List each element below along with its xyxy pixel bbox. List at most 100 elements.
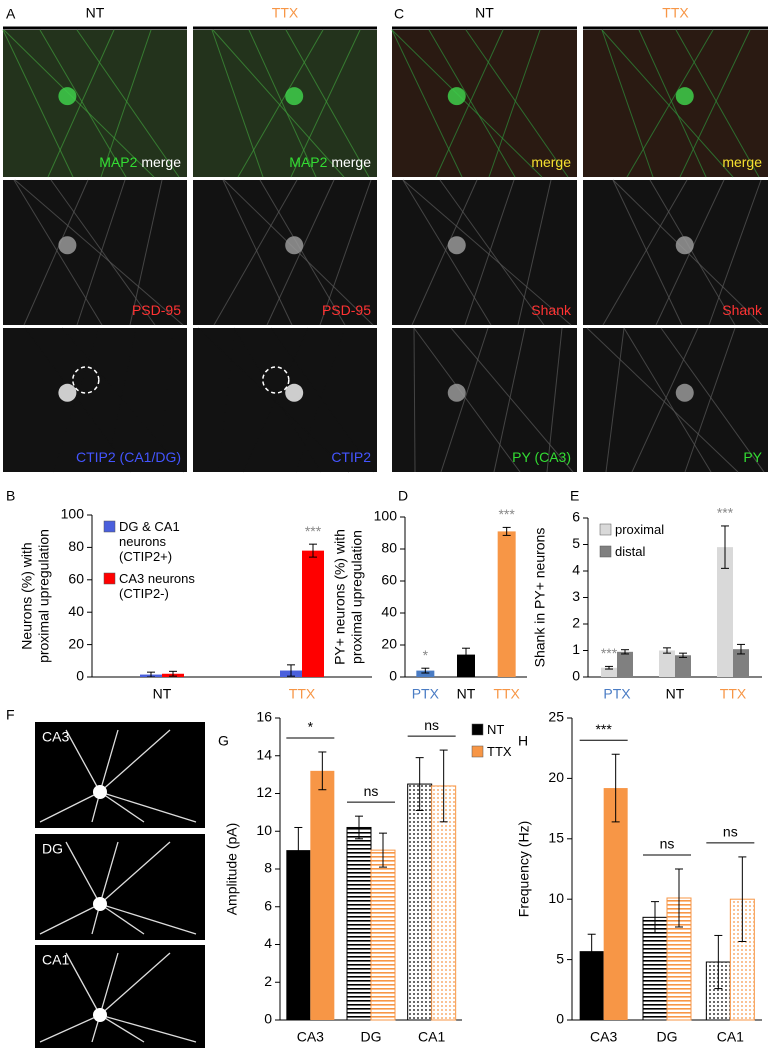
significance: ***: [305, 523, 322, 539]
neurite: [517, 179, 552, 326]
x-tick-label: TTX: [720, 686, 747, 702]
panel-letter: E: [570, 488, 579, 504]
micrograph-label: merge: [722, 154, 762, 170]
neurite: [464, 179, 515, 326]
neurite: [586, 327, 739, 473]
significance: ***: [601, 645, 618, 661]
neurite: [47, 29, 115, 178]
y-tick-label: 25: [548, 709, 564, 725]
x-tick-label: DG: [361, 1029, 382, 1045]
neurite: [2, 29, 74, 178]
micrograph: [193, 180, 377, 325]
y-tick-label: 8: [264, 860, 272, 876]
neurite: [52, 327, 100, 473]
y-tick-label: 14: [256, 746, 272, 762]
bar: [601, 667, 617, 677]
column-header: NT: [475, 5, 494, 21]
y-tick-label: 40: [381, 604, 397, 620]
dendrite: [65, 841, 101, 905]
neurite: [631, 327, 699, 473]
image-label: CA1: [42, 952, 69, 968]
significance: ***: [717, 505, 734, 521]
neurite: [602, 179, 688, 326]
neurite: [50, 179, 156, 326]
neurite: [684, 327, 736, 473]
y-tick-label: 100: [61, 506, 85, 522]
label-part: merge: [722, 154, 762, 170]
neurite: [76, 29, 180, 178]
neurite: [428, 29, 516, 178]
x-tick-label: NT: [153, 686, 172, 702]
micrograph-label: PY (CA3): [512, 449, 571, 465]
soma: [285, 236, 304, 255]
soma: [58, 87, 77, 106]
legend-label-box: distal: [615, 544, 645, 559]
neurite: [270, 327, 375, 473]
bar: [370, 849, 396, 1021]
label-part: merge: [331, 154, 371, 170]
dendrite: [99, 791, 145, 823]
x-tick-label: NT: [666, 686, 685, 702]
dendrite: [99, 903, 197, 935]
dendrite: [99, 1014, 145, 1043]
micrograph-label: CTIP2: [331, 449, 371, 465]
neurite: [259, 179, 346, 326]
neurite: [493, 327, 526, 473]
neurite: [129, 179, 163, 326]
neurite: [222, 179, 293, 326]
legend-swatch: [599, 545, 612, 558]
y-tick-label: 5: [556, 950, 564, 966]
neurite: [197, 327, 350, 473]
panel-letter: G: [218, 733, 229, 749]
legend-swatch: [471, 745, 484, 758]
micrograph-label: MAP2 merge: [289, 154, 371, 170]
x-tick-label: CA3: [590, 1029, 617, 1045]
micrograph: [583, 328, 768, 472]
legend-label-box: proximal: [615, 522, 665, 537]
neurite: [248, 29, 317, 178]
y-tick-label: 3: [572, 588, 580, 604]
dendrite: [39, 1014, 101, 1043]
column-header: NT: [86, 5, 105, 21]
legend-label-box: DG & CA1 neurons (CTIP2+): [119, 519, 180, 564]
bar: [286, 850, 311, 1020]
bar: [733, 649, 749, 677]
cell-body: [93, 1008, 107, 1022]
neurite: [295, 327, 346, 473]
neurite: [605, 327, 625, 473]
y-tick-label: 6: [572, 509, 580, 525]
y-tick-label: 60: [68, 571, 84, 587]
soma: [58, 383, 77, 402]
micrograph-label: PY: [743, 449, 762, 465]
neurite: [391, 29, 543, 178]
neurite: [649, 179, 736, 326]
panel-letter: D: [398, 488, 408, 504]
y-axis-label: proximal upregulation: [36, 529, 52, 663]
bar: [407, 783, 433, 1021]
neurite: [402, 179, 492, 326]
dendrite: [99, 952, 171, 1016]
legend-label: proximal: [615, 522, 665, 537]
micrograph: [3, 328, 187, 472]
bar: [603, 788, 628, 1020]
neurite: [290, 29, 361, 178]
legend-swatch: [103, 520, 116, 533]
legend-label: NT: [487, 722, 505, 737]
neurite: [76, 179, 126, 326]
micrograph-label: merge: [531, 154, 571, 170]
dendrite: [39, 791, 101, 823]
neurite: [488, 29, 541, 178]
neurite: [100, 29, 152, 178]
neurite: [39, 29, 127, 178]
cell-body: [93, 785, 107, 799]
micrograph-label: PSD-95: [322, 302, 371, 318]
neurite: [601, 29, 734, 178]
soma: [675, 87, 694, 106]
neurite: [237, 29, 324, 178]
neurite: [212, 29, 345, 178]
neurite: [546, 327, 563, 473]
neurite: [660, 327, 765, 473]
dendrite: [99, 841, 119, 905]
neurite: [391, 29, 463, 178]
